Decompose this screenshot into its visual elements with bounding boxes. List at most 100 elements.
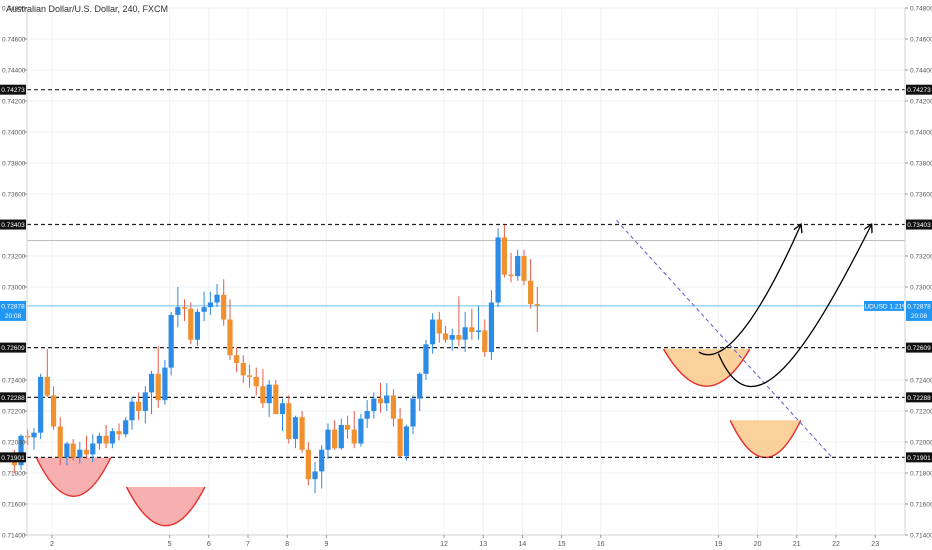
x-tick-label: 13 xyxy=(479,541,487,548)
candle-body xyxy=(312,471,318,480)
y-tick-label-left: 0.74800 xyxy=(2,6,26,13)
zone-outline-cup-3 xyxy=(662,348,751,387)
candle-body xyxy=(410,398,416,427)
candle-body xyxy=(364,411,370,419)
candle-body xyxy=(430,319,436,345)
y-tick-label-left: 0.74600 xyxy=(2,37,26,44)
candle-body xyxy=(325,429,331,450)
level-badge-left-text: 0.74273 xyxy=(1,87,25,94)
y-tick-label-left: 0.74000 xyxy=(2,130,26,137)
candle-body xyxy=(390,395,397,419)
level-badge-right-text: 0.73403 xyxy=(907,222,931,229)
candle-body xyxy=(129,401,135,421)
y-tick-label-left: 0.71400 xyxy=(2,533,26,540)
candle-body xyxy=(319,449,325,472)
candles-layer xyxy=(11,225,540,494)
candle-body xyxy=(142,392,148,411)
x-tick-label: 2 xyxy=(50,541,54,548)
y-tick-label-right: 0.72400 xyxy=(910,378,932,385)
candle-body xyxy=(488,302,495,353)
candle-body xyxy=(495,237,501,303)
x-tick-label: 9 xyxy=(324,541,328,548)
candle-body xyxy=(397,418,403,456)
candle-body xyxy=(403,426,409,456)
candle-body xyxy=(501,237,507,275)
level-badge-right-text: 0.72609 xyxy=(907,345,931,352)
level-badge-right-text: 0.72288 xyxy=(907,395,931,402)
level-badge-right xyxy=(906,342,932,353)
candle-body xyxy=(417,373,423,399)
y-tick-label-right: 0.74400 xyxy=(910,68,932,75)
y-tick-label-right: 0.74800 xyxy=(910,6,932,13)
candle-body xyxy=(103,435,109,444)
current-price-left-value: 0.72878 xyxy=(1,303,25,310)
candle-body xyxy=(194,311,201,340)
y-tick-label-left: 0.73800 xyxy=(2,161,26,168)
current-price-right-value: 0.72878 xyxy=(907,303,931,310)
current-price-right-time: 20:08 xyxy=(911,313,928,320)
candle-body xyxy=(273,384,279,415)
candle-body xyxy=(384,395,390,404)
x-tick-label: 22 xyxy=(832,541,840,548)
candle-body xyxy=(305,449,311,480)
y-tick-label-right: 0.71600 xyxy=(910,502,932,509)
x-tick-label: 23 xyxy=(871,541,879,548)
candle-body xyxy=(207,302,213,308)
y-tick-label-right: 0.73600 xyxy=(910,192,932,199)
trendline xyxy=(616,220,833,458)
axes-layer: 0.74800 0.74800 0.74600 0.74600 0.74400 0.744… xyxy=(2,6,932,549)
projection-arrow-2 xyxy=(717,225,871,388)
y-tick-label-left: 0.73600 xyxy=(2,192,26,199)
candle-body xyxy=(436,319,442,334)
candle-body xyxy=(528,280,534,305)
x-tick-label: 5 xyxy=(168,541,172,548)
candle-body xyxy=(358,418,364,444)
x-tick-label: 16 xyxy=(597,541,605,548)
candle-body xyxy=(266,384,272,404)
level-badge-right-text: 0.71901 xyxy=(907,455,931,462)
candle-body xyxy=(508,274,514,277)
level-badge-left-text: 0.72288 xyxy=(1,395,25,402)
zone-outline-cup-2 xyxy=(125,486,206,527)
symbol-change-badge xyxy=(864,300,904,311)
candle-body xyxy=(449,335,455,340)
candle-body xyxy=(332,429,338,449)
candle-body xyxy=(221,294,227,320)
candle-body xyxy=(136,401,142,411)
y-tick-label-right: 0.73200 xyxy=(910,254,932,261)
candle-body xyxy=(50,395,57,427)
candle-body xyxy=(338,424,344,449)
candle-body xyxy=(371,398,377,411)
candle-body xyxy=(456,335,462,340)
candle-body xyxy=(534,304,540,306)
zones-layer xyxy=(35,348,802,527)
candle-body xyxy=(469,327,475,332)
candle-body xyxy=(64,443,70,458)
grid-lines xyxy=(27,7,905,536)
candle-body xyxy=(175,307,181,315)
chart-title: Australian Dollar/U.S. Dollar, 240, FXCM xyxy=(6,4,169,14)
candle-body xyxy=(57,426,63,458)
candle-body xyxy=(25,435,31,438)
x-tick-label: 19 xyxy=(715,541,723,548)
candle-body xyxy=(44,376,50,396)
candle-body xyxy=(214,294,220,303)
candle-body xyxy=(109,431,115,444)
y-tick-label-right: 0.72000 xyxy=(910,440,932,447)
trendline-layer xyxy=(616,220,833,458)
candle-body xyxy=(521,256,527,281)
level-badge-right-text: 0.74273 xyxy=(907,87,931,94)
x-tick-label: 21 xyxy=(793,541,801,548)
level-badge-left xyxy=(0,452,26,463)
candle-body xyxy=(234,355,240,363)
candle-body xyxy=(155,373,161,401)
price-badges: 0.74273 0.74273 0.73403 0.73403 0.72609 0.726… xyxy=(0,84,932,463)
y-tick-label-left: 0.72200 xyxy=(2,409,26,416)
candle-body xyxy=(279,403,286,415)
level-badge-right xyxy=(906,452,932,463)
x-tick-label: 14 xyxy=(519,541,527,548)
horizontal-levels xyxy=(27,89,905,458)
candle-body xyxy=(515,256,521,277)
candle-body xyxy=(83,449,90,455)
